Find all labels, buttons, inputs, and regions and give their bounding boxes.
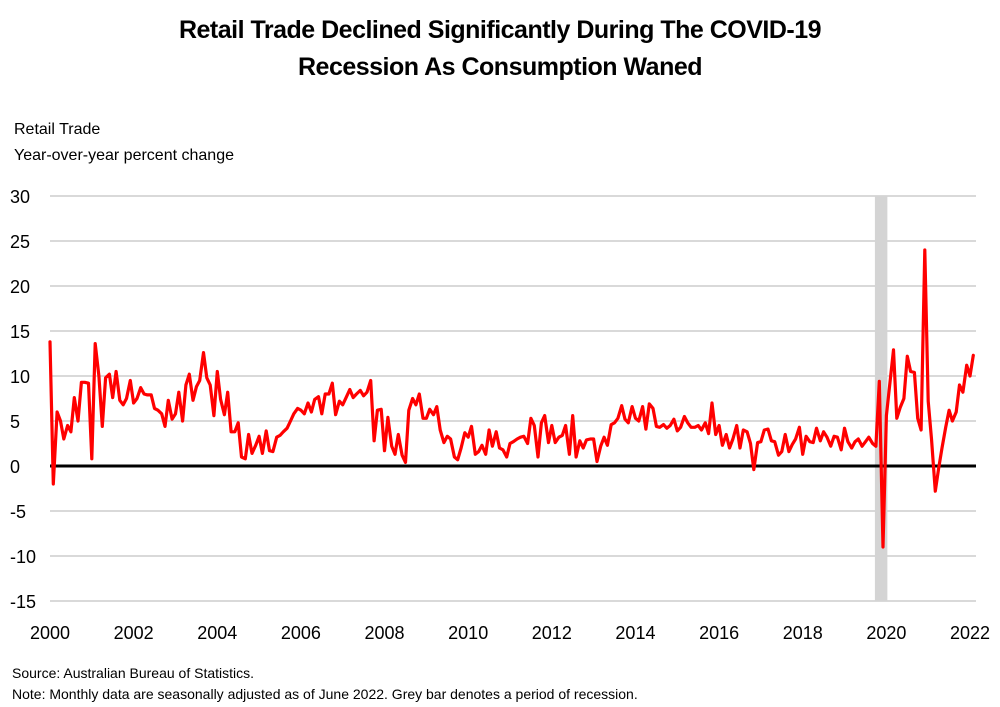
y-tick-label: 10 xyxy=(10,367,30,387)
y-tick-label: 20 xyxy=(10,277,30,297)
chart-title: Retail Trade Declined Significantly Duri… xyxy=(0,12,1000,86)
series-group xyxy=(48,248,975,549)
x-tick-label: 2000 xyxy=(30,623,70,643)
x-tick-label: 2004 xyxy=(197,623,237,643)
x-tick-label: 2002 xyxy=(114,623,154,643)
y-tick-label: 15 xyxy=(10,322,30,342)
x-tick-label: 2010 xyxy=(448,623,488,643)
y-tick-label: 25 xyxy=(10,232,30,252)
series-line-retail-trade xyxy=(48,248,975,549)
x-tick-labels: 2000 2002 2004 2006 2008 2010 2012 2014 2016 2018… xyxy=(30,623,990,643)
y-tick-label: 5 xyxy=(10,412,20,432)
y-axis-label-units: Year-over-year percent change xyxy=(14,147,234,164)
x-tick-label: 2020 xyxy=(866,623,906,643)
x-tick-label: 2012 xyxy=(532,623,572,643)
x-tick-label: 2008 xyxy=(365,623,405,643)
source-note: Source: Australian Bureau of Statistics. xyxy=(12,665,255,681)
y-tick-label: -15 xyxy=(10,592,36,612)
chart-title-line-1: Retail Trade Declined Significantly Duri… xyxy=(178,16,822,44)
data-note: Note: Monthly data are seasonally adjust… xyxy=(12,686,638,702)
y-tick-label: -5 xyxy=(10,502,26,522)
y-tick-label: -10 xyxy=(10,547,36,567)
x-tick-label: 2006 xyxy=(281,623,321,643)
x-tick-label: 2014 xyxy=(615,623,655,643)
y-tick-labels: 30 25 20 15 10 5 0 -5 -10 -15 xyxy=(10,187,36,612)
x-tick-label: 2022 xyxy=(950,623,990,643)
x-tick-label: 2016 xyxy=(699,623,739,643)
chart-title-line-2: Recession As Consumption Waned xyxy=(297,53,703,81)
y-axis-label-series: Retail Trade xyxy=(14,121,101,138)
y-tick-label: 0 xyxy=(10,457,20,477)
y-tick-label: 30 xyxy=(10,187,30,207)
x-tick-label: 2018 xyxy=(783,623,823,643)
gridlines xyxy=(50,195,976,602)
